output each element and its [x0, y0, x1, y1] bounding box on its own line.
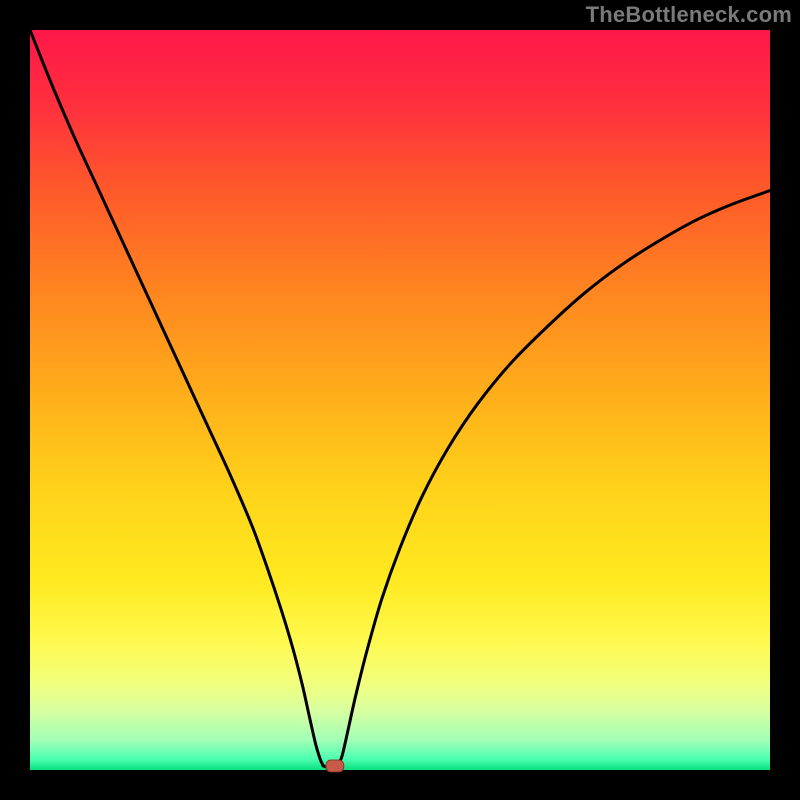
plot-background — [30, 30, 770, 770]
bottleneck-marker — [326, 760, 344, 772]
chart-svg — [0, 0, 800, 800]
watermark-text: TheBottleneck.com — [586, 2, 792, 28]
bottleneck-chart: TheBottleneck.com — [0, 0, 800, 800]
